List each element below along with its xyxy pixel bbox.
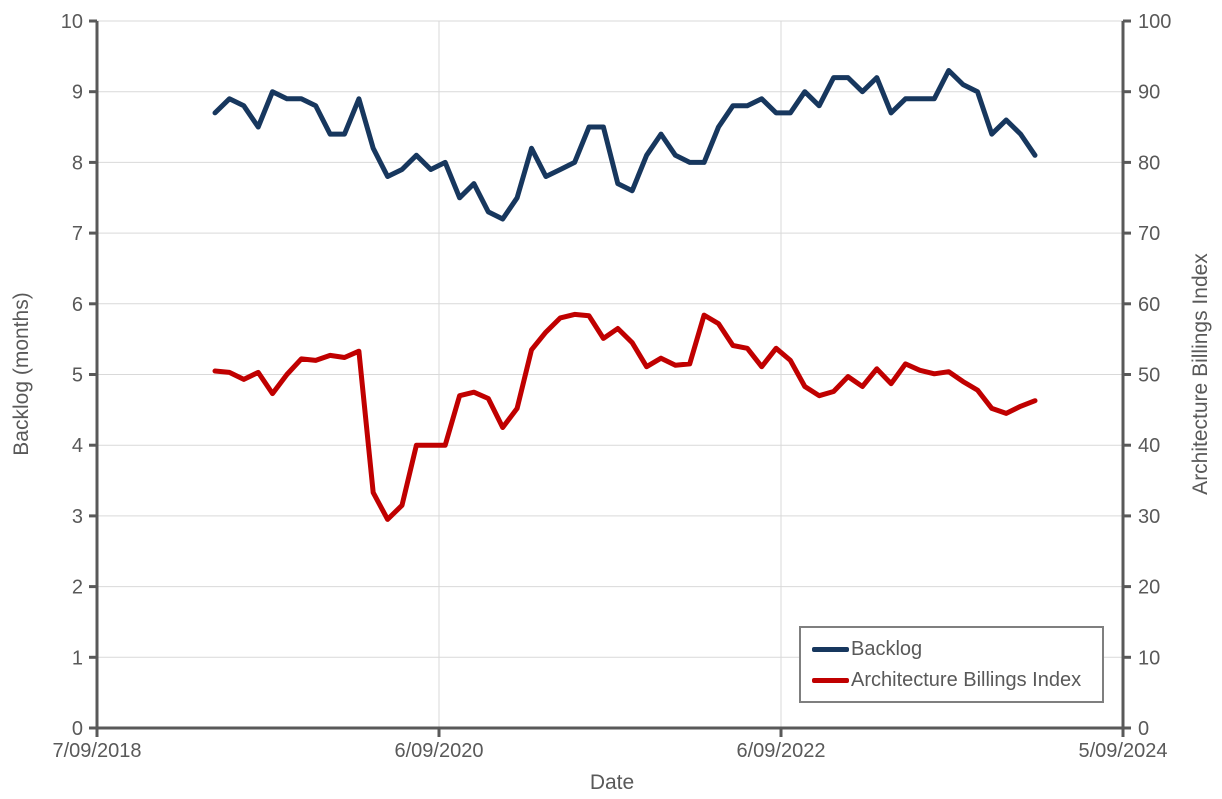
right-axis-tick-label: 60 xyxy=(1138,294,1160,316)
left-axis-tick-label: 8 xyxy=(72,152,83,174)
legend-item-abi[interactable]: Architecture Billings Index xyxy=(812,670,1102,690)
left-axis-tick-label: 4 xyxy=(72,435,83,457)
legend-label-abi: Architecture Billings Index xyxy=(851,669,1082,691)
x-axis-tick-label: 6/09/2020 xyxy=(395,740,484,762)
left-axis-tick-label: 7 xyxy=(72,223,83,245)
backlog-line-swatch xyxy=(812,646,849,652)
right-axis-tick-label: 20 xyxy=(1138,577,1160,599)
x-axis-title: Date xyxy=(589,771,635,794)
legend-item-backlog[interactable]: Backlog xyxy=(812,639,1102,659)
left-axis-tick-label: 2 xyxy=(72,577,83,599)
right-axis-tick-label: 10 xyxy=(1138,647,1160,669)
left-axis-tick-label: 3 xyxy=(72,506,83,528)
left-axis-tick-label: 1 xyxy=(72,647,83,669)
left-axis-title: Backlog (months) xyxy=(10,292,33,456)
right-axis-tick-label: 70 xyxy=(1138,223,1160,245)
legend-label-backlog: Backlog xyxy=(851,638,923,660)
right-axis-tick-label: 0 xyxy=(1138,718,1149,740)
right-axis-tick-label: 100 xyxy=(1138,11,1171,33)
right-axis-tick-label: 50 xyxy=(1138,365,1160,387)
right-axis-tick-label: 90 xyxy=(1138,82,1160,104)
abi-line-swatch xyxy=(812,677,849,683)
right-axis-tick-label: 30 xyxy=(1138,506,1160,528)
x-axis-tick-label: 5/09/2024 xyxy=(1079,740,1168,762)
right-axis-title: Architecture Billings Index xyxy=(1189,253,1212,495)
right-axis-tick-label: 40 xyxy=(1138,435,1160,457)
x-axis-tick-label: 7/09/2018 xyxy=(53,740,142,762)
legend: Backlog Architecture Billings Index xyxy=(799,626,1104,703)
abi-line[interactable] xyxy=(212,311,1038,522)
left-axis-tick-label: 0 xyxy=(72,718,83,740)
left-axis-tick-label: 5 xyxy=(72,365,83,387)
left-axis-tick-label: 6 xyxy=(72,294,83,316)
left-axis-tick-label: 10 xyxy=(61,11,83,33)
right-axis-tick-label: 80 xyxy=(1138,152,1160,174)
x-axis-tick-label: 6/09/2022 xyxy=(737,740,826,762)
left-axis-tick-label: 9 xyxy=(72,82,83,104)
backlog-line[interactable] xyxy=(212,68,1038,222)
